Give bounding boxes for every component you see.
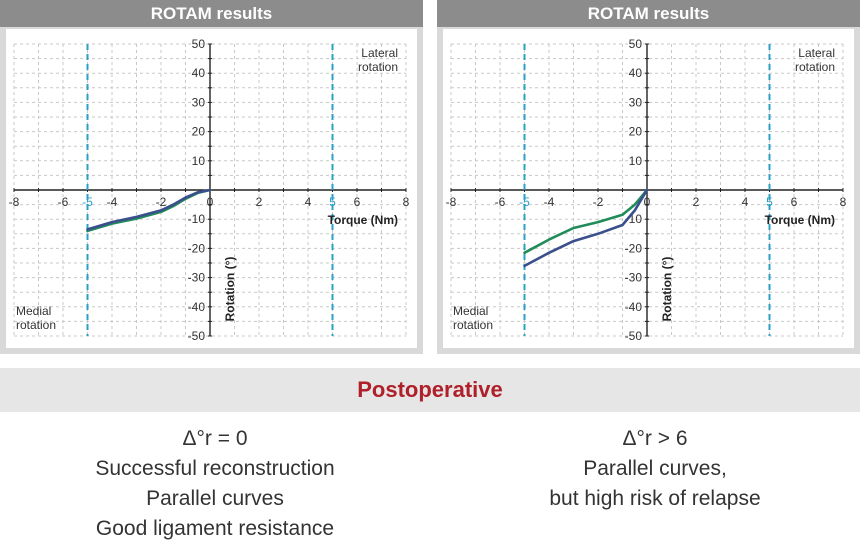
plot-area: -8 -6 -4 -2 0 2 4 6 8 -5 5 50 40 30 20 10 -10 -20 -30 -40 -5…	[6, 29, 417, 348]
y-axis-label: Rotation (°)	[223, 257, 237, 322]
x-tick-label: -8	[446, 195, 457, 209]
caption-left: Δ°r = 0 Successful reconstruction Parall…	[0, 424, 430, 544]
x-tick-label: 2	[693, 195, 700, 209]
y-tick-label: 20	[629, 125, 643, 139]
plot-area: -8 -6 -4 -2 0 2 4 6 8 -5 5 50 40 30 20 10 -10 -20 -30 -40 -5…	[443, 29, 854, 348]
x-tick-label: -6	[58, 195, 69, 209]
y-tick-label: 40	[629, 66, 643, 80]
y-tick-label: 40	[192, 66, 206, 80]
chart-panel-right: ROTAM results -8 -6 -4 -2 0 2 4 6 8 -5 5 50 40 30 20 10…	[437, 0, 860, 354]
caption-line: Good ligament resistance	[95, 517, 335, 540]
caption-line: Δ°r > 6	[622, 427, 688, 450]
x-tick-label: -8	[9, 195, 20, 209]
annotation-medial: rotation	[16, 318, 56, 332]
x-tick-label: 0	[644, 195, 651, 209]
x-axis-label: Torque (Nm)	[765, 213, 835, 227]
chart-title: ROTAM results	[0, 0, 423, 27]
x-tick-label: -2	[156, 195, 167, 209]
y-tick-label: 10	[192, 154, 206, 168]
y-tick-label: 50	[629, 37, 643, 51]
y-tick-label: -20	[188, 241, 206, 255]
y-tick-label: 20	[192, 125, 206, 139]
y-tick-label: 30	[629, 95, 643, 109]
annotation-medial: rotation	[453, 318, 493, 332]
x-tick-label: 4	[742, 195, 749, 209]
annotation-lateral: Lateral	[361, 46, 398, 60]
annotation-medial: Medial	[16, 304, 51, 318]
marker-label: -5	[519, 195, 530, 209]
x-tick-label: 6	[354, 195, 361, 209]
y-tick-label: -50	[188, 329, 206, 343]
x-tick-label: 0	[207, 195, 214, 209]
y-tick-label: -20	[625, 241, 643, 255]
x-tick-label: 2	[256, 195, 263, 209]
chart-title: ROTAM results	[437, 0, 860, 27]
x-tick-label: 8	[403, 195, 410, 209]
annotation-medial: Medial	[453, 304, 488, 318]
caption-line: but high risk of relapse	[549, 487, 761, 510]
x-axis-label: Torque (Nm)	[328, 213, 398, 227]
y-tick-label: -50	[625, 329, 643, 343]
line-chart: -8 -6 -4 -2 0 2 4 6 8-5 55040302010-10-20-30-40-5…	[9, 37, 410, 343]
y-tick-label: 50	[192, 37, 206, 51]
caption-line: Δ°r = 0	[182, 427, 248, 450]
marker-label: 5	[329, 195, 336, 209]
section-banner: Postoperative	[0, 368, 860, 412]
x-tick-label: 4	[305, 195, 312, 209]
chart-panel-left: ROTAM results -8 -6 -4 -2 0 2 4 6 8 -5 5 50 40 30 20 10…	[0, 0, 423, 354]
y-tick-label: 30	[192, 95, 206, 109]
x-tick-label: 6	[791, 195, 798, 209]
marker-label: 5	[766, 195, 773, 209]
y-tick-label: -30	[625, 271, 643, 285]
y-tick-label: -40	[625, 300, 643, 314]
x-tick-label: -4	[107, 195, 118, 209]
x-tick-label: -4	[544, 195, 555, 209]
y-tick-label: 10	[629, 154, 643, 168]
caption-line: Parallel curves	[146, 487, 284, 510]
line-chart: -8 -6 -4 -2 0 2 4 6 8-5 55040302010-10-20-30-40-5…	[446, 37, 847, 343]
caption-line: Parallel curves,	[583, 457, 727, 480]
annotation-lateral: rotation	[358, 60, 398, 74]
annotation-lateral: Lateral	[798, 46, 835, 60]
annotation-lateral: rotation	[795, 60, 835, 74]
series-line	[523, 188, 649, 255]
caption-right: Δ°r > 6 Parallel curves, but high risk o…	[440, 424, 860, 514]
caption-line: Successful reconstruction	[95, 457, 335, 480]
y-axis-label: Rotation (°)	[660, 257, 674, 322]
y-tick-label: -30	[188, 271, 206, 285]
x-tick-label: -2	[593, 195, 604, 209]
y-tick-label: -10	[188, 212, 206, 226]
series-line	[86, 188, 212, 231]
series-line	[523, 188, 649, 268]
x-tick-label: -6	[495, 195, 506, 209]
marker-label: -5	[82, 195, 93, 209]
y-tick-label: -40	[188, 300, 206, 314]
x-tick-label: 8	[840, 195, 847, 209]
